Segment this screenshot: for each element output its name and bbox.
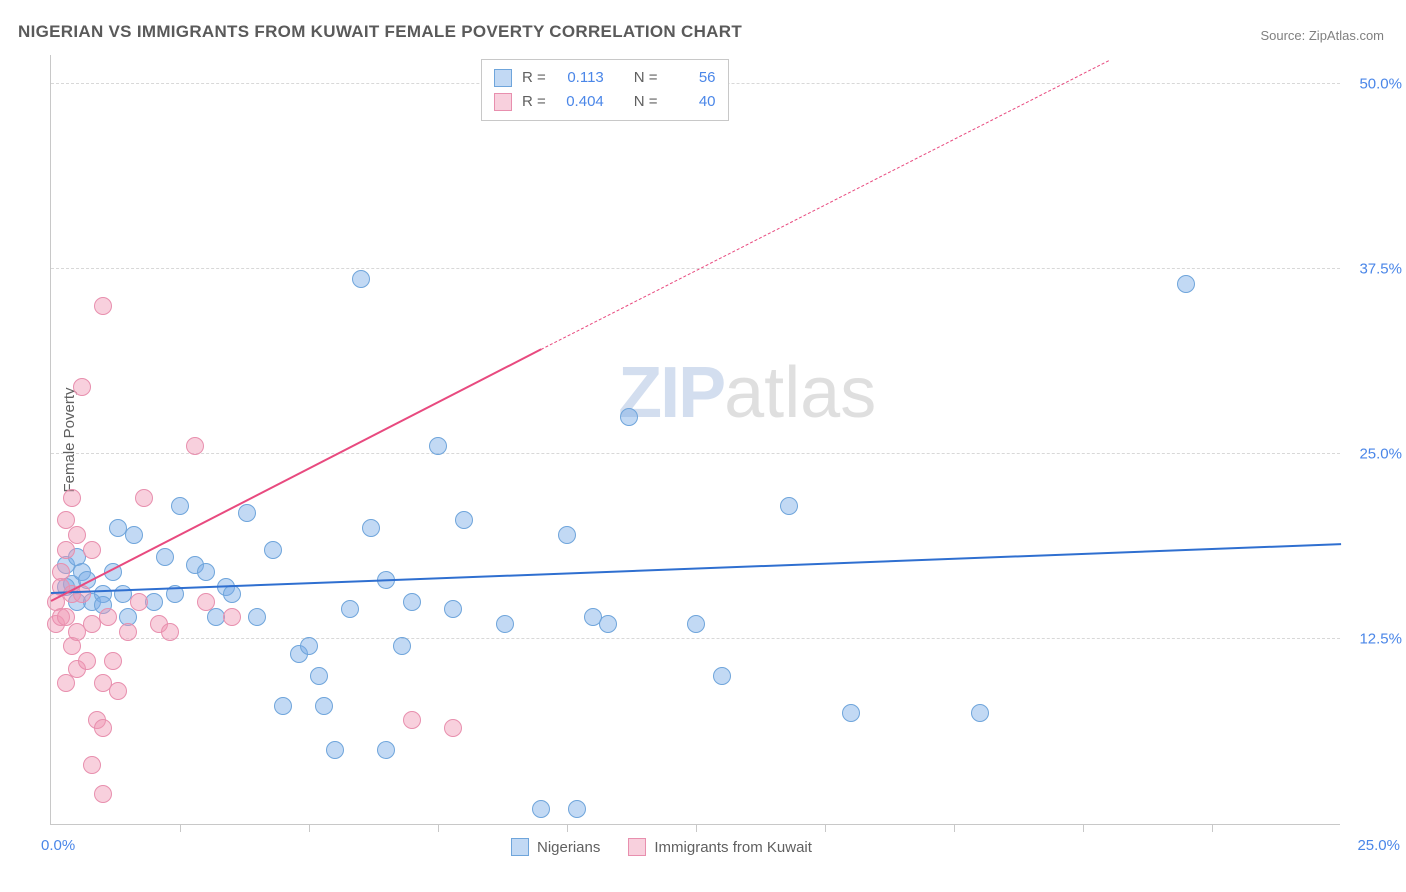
scatter-point — [444, 719, 462, 737]
scatter-point — [109, 682, 127, 700]
legend-item-series2: Immigrants from Kuwait — [628, 838, 812, 856]
legend-label-series2: Immigrants from Kuwait — [654, 839, 812, 856]
x-origin-label: 0.0% — [41, 837, 75, 854]
scatter-point — [429, 437, 447, 455]
scatter-point — [532, 800, 550, 818]
scatter-point — [135, 489, 153, 507]
scatter-point — [119, 623, 137, 641]
scatter-point — [145, 593, 163, 611]
scatter-point — [620, 408, 638, 426]
legend-label-series1: Nigerians — [537, 839, 600, 856]
scatter-point — [264, 541, 282, 559]
scatter-point — [197, 593, 215, 611]
scatter-point — [274, 697, 292, 715]
legend-swatch-series1 — [511, 838, 529, 856]
scatter-point — [83, 541, 101, 559]
scatter-point — [223, 608, 241, 626]
scatter-point — [99, 608, 117, 626]
scatter-point — [558, 526, 576, 544]
scatter-point — [1177, 275, 1195, 293]
scatter-point — [444, 600, 462, 618]
scatter-point — [310, 667, 328, 685]
r-value-series2: 0.404 — [556, 90, 604, 114]
scatter-point — [130, 593, 148, 611]
scatter-point — [125, 526, 143, 544]
scatter-point — [94, 785, 112, 803]
scatter-point — [156, 548, 174, 566]
watermark-atlas: atlas — [724, 353, 876, 433]
scatter-point — [352, 270, 370, 288]
y-tick-label: 37.5% — [1359, 260, 1402, 277]
trend-line — [51, 544, 1341, 595]
n-value-series2: 40 — [668, 90, 716, 114]
scatter-point — [223, 585, 241, 603]
scatter-point — [713, 667, 731, 685]
chart-title: NIGERIAN VS IMMIGRANTS FROM KUWAIT FEMAL… — [18, 22, 742, 42]
stats-row-series1: R = 0.113 N = 56 — [494, 66, 716, 90]
trend-line — [51, 348, 542, 602]
scatter-point — [83, 756, 101, 774]
scatter-point — [63, 489, 81, 507]
scatter-point — [171, 497, 189, 515]
y-axis-title: Female Poverty — [61, 387, 78, 492]
r-value-series1: 0.113 — [556, 66, 604, 90]
bottom-legend: Nigerians Immigrants from Kuwait — [511, 838, 812, 856]
x-end-label: 25.0% — [1357, 837, 1400, 854]
scatter-point — [971, 704, 989, 722]
scatter-point — [57, 674, 75, 692]
scatter-point — [687, 615, 705, 633]
scatter-point — [403, 711, 421, 729]
y-tick-label: 50.0% — [1359, 75, 1402, 92]
scatter-point — [315, 697, 333, 715]
plot-area: Female Poverty 12.5%25.0%37.5%50.0% 0.0%… — [50, 55, 1340, 825]
scatter-point — [68, 526, 86, 544]
scatter-point — [248, 608, 266, 626]
scatter-point — [377, 741, 395, 759]
scatter-point — [326, 741, 344, 759]
scatter-point — [393, 637, 411, 655]
scatter-point — [161, 623, 179, 641]
stats-box: R = 0.113 N = 56 R = 0.404 N = 40 — [481, 59, 729, 121]
n-value-series1: 56 — [668, 66, 716, 90]
scatter-point — [599, 615, 617, 633]
source-attribution: Source: ZipAtlas.com — [1260, 28, 1384, 43]
scatter-point — [300, 637, 318, 655]
scatter-point — [104, 652, 122, 670]
stats-row-series2: R = 0.404 N = 40 — [494, 90, 716, 114]
swatch-series2 — [494, 93, 512, 111]
scatter-point — [780, 497, 798, 515]
r-label: R = — [522, 90, 546, 114]
watermark: ZIPatlas — [618, 352, 876, 434]
n-label: N = — [634, 90, 658, 114]
scatter-point — [842, 704, 860, 722]
scatter-point — [455, 511, 473, 529]
scatter-point — [57, 541, 75, 559]
n-label: N = — [634, 66, 658, 90]
legend-item-series1: Nigerians — [511, 838, 600, 856]
scatter-point — [341, 600, 359, 618]
scatter-point — [362, 519, 380, 537]
y-tick-label: 12.5% — [1359, 630, 1402, 647]
legend-swatch-series2 — [628, 838, 646, 856]
scatter-point — [94, 297, 112, 315]
scatter-point — [186, 437, 204, 455]
scatter-point — [197, 563, 215, 581]
scatter-point — [496, 615, 514, 633]
scatter-point — [568, 800, 586, 818]
r-label: R = — [522, 66, 546, 90]
scatter-point — [73, 378, 91, 396]
scatter-point — [238, 504, 256, 522]
scatter-point — [403, 593, 421, 611]
scatter-point — [94, 719, 112, 737]
y-tick-label: 25.0% — [1359, 445, 1402, 462]
swatch-series1 — [494, 69, 512, 87]
scatter-point — [78, 652, 96, 670]
